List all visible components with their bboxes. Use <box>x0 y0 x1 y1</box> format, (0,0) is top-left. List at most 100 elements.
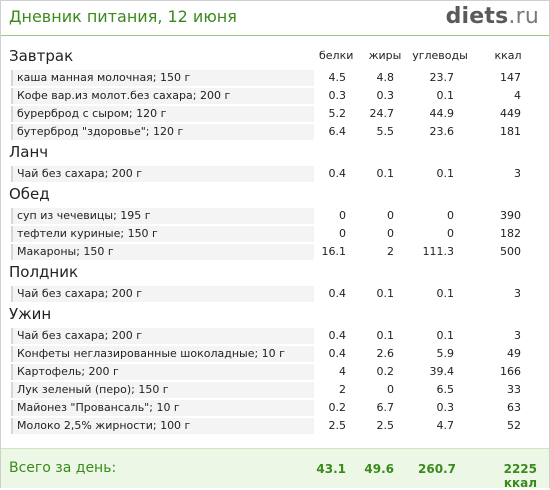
food-name: тефтели куриные; 150 г <box>11 226 314 242</box>
food-name: каша манная молочная; 150 г <box>11 70 314 86</box>
food-row: Майонез "Провансаль"; 10 г 0.2 6.7 0.3 63 <box>1 399 549 417</box>
meal-section: Ужин Чай без сахара; 200 г 0.4 0.1 0.1 3 Конфе… <box>1 303 549 435</box>
food-name: Макароны; 150 г <box>11 244 314 260</box>
meals-list: Завтрак каша манная молочная; 150 г 4.5 4.8… <box>1 45 549 435</box>
meal-title: Полдник <box>9 263 79 281</box>
food-name: Майонез "Провансаль"; 10 г <box>11 400 314 416</box>
food-protein: 4 <box>339 365 346 378</box>
food-carbs: 0.1 <box>436 329 455 342</box>
food-fat: 0 <box>387 227 394 240</box>
food-carbs: 0.1 <box>436 167 455 180</box>
food-row: бурерброд с сыром; 120 г 5.2 24.7 44.9 449 <box>1 105 549 123</box>
logo-main: diets <box>445 4 509 29</box>
food-carbs: 44.9 <box>429 107 455 120</box>
food-name: Чай без сахара; 200 г <box>11 328 314 344</box>
food-fat: 0 <box>387 209 394 222</box>
food-row: Макароны; 150 г 16.1 2 111.3 500 <box>1 243 549 261</box>
food-protein: 5.2 <box>328 107 347 120</box>
food-fat: 4.8 <box>376 71 395 84</box>
col-fat: жиры <box>368 49 402 62</box>
total-fat: 49.6 <box>364 462 394 476</box>
food-fat: 2.5 <box>376 419 395 432</box>
food-protein: 4.5 <box>328 71 347 84</box>
meal-title: Ужин <box>9 305 52 323</box>
food-name: Картофель; 200 г <box>11 364 314 380</box>
food-carbs: 111.3 <box>422 245 455 258</box>
food-row: Чай без сахара; 200 г 0.4 0.1 0.1 3 <box>1 165 549 183</box>
food-name: Чай без сахара; 200 г <box>11 166 314 182</box>
food-row: Лук зеленый (перо); 150 г 2 0 6.5 33 <box>1 381 549 399</box>
food-kcal: 63 <box>507 401 521 414</box>
food-carbs: 0 <box>447 209 454 222</box>
food-row: каша манная молочная; 150 г 4.5 4.8 23.7 147 <box>1 69 549 87</box>
logo-tld: .ru <box>508 4 539 29</box>
food-kcal: 449 <box>500 107 521 120</box>
food-carbs: 0.3 <box>436 401 455 414</box>
food-protein: 0.4 <box>328 167 347 180</box>
food-name: Конфеты неглазированные шоколадные; 10 г <box>11 346 314 362</box>
food-fat: 24.7 <box>369 107 395 120</box>
food-name: суп из чечевицы; 195 г <box>11 208 314 224</box>
food-carbs: 23.6 <box>429 125 455 138</box>
total-label: Всего за день: <box>9 460 117 476</box>
food-row: Кофе вар.из молот.без сахара; 200 г 0.3 0.… <box>1 87 549 105</box>
meal-section: Обед суп из чечевицы; 195 г 0 0 0 390 тефтели … <box>1 183 549 261</box>
food-fat: 6.7 <box>376 401 395 414</box>
col-carbs: углеводы <box>412 49 468 62</box>
total-protein: 43.1 <box>316 462 346 476</box>
food-carbs: 0.1 <box>436 89 455 102</box>
food-kcal: 3 <box>514 329 521 342</box>
food-row: тефтели куриные; 150 г 0 0 0 182 <box>1 225 549 243</box>
food-protein: 0.3 <box>328 89 347 102</box>
food-row: Картофель; 200 г 4 0.2 39.4 166 <box>1 363 549 381</box>
column-headers: белки жиры углеводы ккал <box>1 49 549 63</box>
food-kcal: 181 <box>500 125 521 138</box>
food-row: Чай без сахара; 200 г 0.4 0.1 0.1 3 <box>1 327 549 345</box>
header-divider <box>1 35 549 36</box>
food-row: бутерброд "здоровье"; 120 г 6.4 5.5 23.6 181 <box>1 123 549 141</box>
meal-section: Ланч Чай без сахара; 200 г 0.4 0.1 0.1 3 <box>1 141 549 183</box>
food-kcal: 147 <box>500 71 521 84</box>
food-name: Чай без сахара; 200 г <box>11 286 314 302</box>
food-fat: 2.6 <box>376 347 395 360</box>
food-fat: 0.1 <box>376 329 395 342</box>
diets-logo[interactable]: diets.ru <box>446 4 539 29</box>
food-row: суп из чечевицы; 195 г 0 0 0 390 <box>1 207 549 225</box>
food-name: Лук зеленый (перо); 150 г <box>11 382 314 398</box>
food-protein: 0.2 <box>328 401 347 414</box>
food-row: Молоко 2,5% жирности; 100 г 2.5 2.5 4.7 52 <box>1 417 549 435</box>
meal-section: Завтрак каша манная молочная; 150 г 4.5 4.8… <box>1 45 549 141</box>
food-fat: 0.2 <box>376 365 395 378</box>
food-carbs: 5.9 <box>436 347 455 360</box>
food-fat: 0 <box>387 383 394 396</box>
food-carbs: 39.4 <box>429 365 455 378</box>
food-kcal: 49 <box>507 347 521 360</box>
page-title: Дневник питания, 12 июня <box>9 7 237 26</box>
food-fat: 0.3 <box>376 89 395 102</box>
meal-title: Завтрак <box>9 47 74 65</box>
food-fat: 2 <box>387 245 394 258</box>
food-carbs: 0 <box>447 227 454 240</box>
food-row: Чай без сахара; 200 г 0.4 0.1 0.1 3 <box>1 285 549 303</box>
food-kcal: 33 <box>507 383 521 396</box>
food-protein: 0 <box>339 209 346 222</box>
food-protein: 0 <box>339 227 346 240</box>
col-kcal: ккал <box>494 49 522 62</box>
food-protein: 0.4 <box>328 347 347 360</box>
food-carbs: 23.7 <box>429 71 455 84</box>
food-name: Кофе вар.из молот.без сахара; 200 г <box>11 88 314 104</box>
food-carbs: 6.5 <box>436 383 455 396</box>
food-fat: 0.1 <box>376 287 395 300</box>
food-name: Молоко 2,5% жирности; 100 г <box>11 418 314 434</box>
total-carbs: 260.7 <box>418 462 456 476</box>
food-kcal: 52 <box>507 419 521 432</box>
meal-section: Полдник Чай без сахара; 200 г 0.4 0.1 0.1 3 <box>1 261 549 303</box>
food-kcal: 500 <box>500 245 521 258</box>
food-name: бутерброд "здоровье"; 120 г <box>11 124 314 140</box>
food-carbs: 0.1 <box>436 287 455 300</box>
food-kcal: 166 <box>500 365 521 378</box>
food-kcal: 4 <box>514 89 521 102</box>
food-kcal: 390 <box>500 209 521 222</box>
food-protein: 0.4 <box>328 329 347 342</box>
